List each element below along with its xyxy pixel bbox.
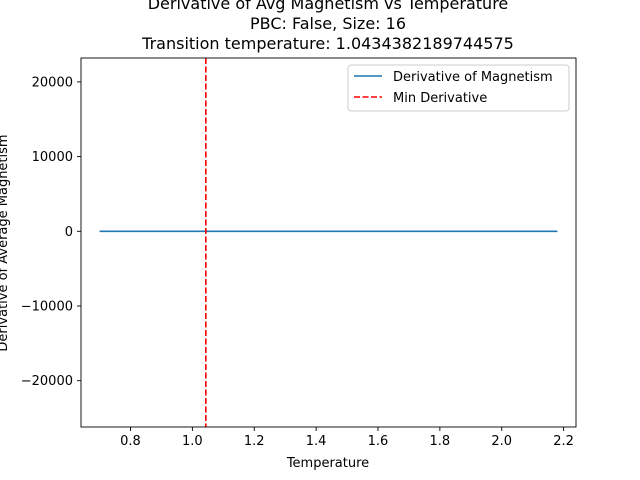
y-tick-label: −10000	[21, 299, 73, 314]
x-tick-label: 1.8	[430, 434, 451, 449]
y-tick-label: 20000	[32, 75, 73, 90]
x-axis-label: Temperature	[286, 456, 369, 471]
x-tick-label: 0.8	[120, 434, 141, 449]
axes-frame	[80, 57, 577, 428]
x-tick-label: 2.2	[553, 434, 574, 449]
x-tick-label: 2.0	[491, 434, 512, 449]
y-tick-label: −20000	[21, 374, 73, 389]
x-tick-label: 1.0	[182, 434, 203, 449]
legend: Derivative of Magnetism Min Derivative	[347, 64, 570, 112]
y-axis-label: Derivative of Average Magnetism	[0, 134, 11, 351]
x-tick-label: 1.6	[368, 434, 389, 449]
x-tick-label: 1.4	[306, 434, 327, 449]
legend-label: Derivative of Magnetism	[393, 70, 553, 85]
chart-title: Derivative of Avg Magnetism vs Temperatu…	[141, 0, 514, 53]
x-axis: 0.8 1.0 1.2 1.4 1.6 1.8 2.0 2.2	[120, 427, 574, 449]
plot-area	[80, 57, 577, 428]
y-axis: −20000 −10000 0 10000 20000	[21, 75, 81, 389]
chart-title-line: Transition temperature: 1.04343821897445…	[141, 34, 514, 53]
y-tick-label: 10000	[32, 150, 73, 165]
legend-label: Min Derivative	[393, 91, 487, 106]
x-tick-label: 1.2	[244, 434, 265, 449]
y-tick-label: 0	[65, 225, 73, 240]
legend-box	[347, 64, 570, 112]
chart-title-line: Derivative of Avg Magnetism vs Temperatu…	[148, 0, 509, 13]
chart-title-line: PBC: False, Size: 16	[250, 14, 406, 33]
